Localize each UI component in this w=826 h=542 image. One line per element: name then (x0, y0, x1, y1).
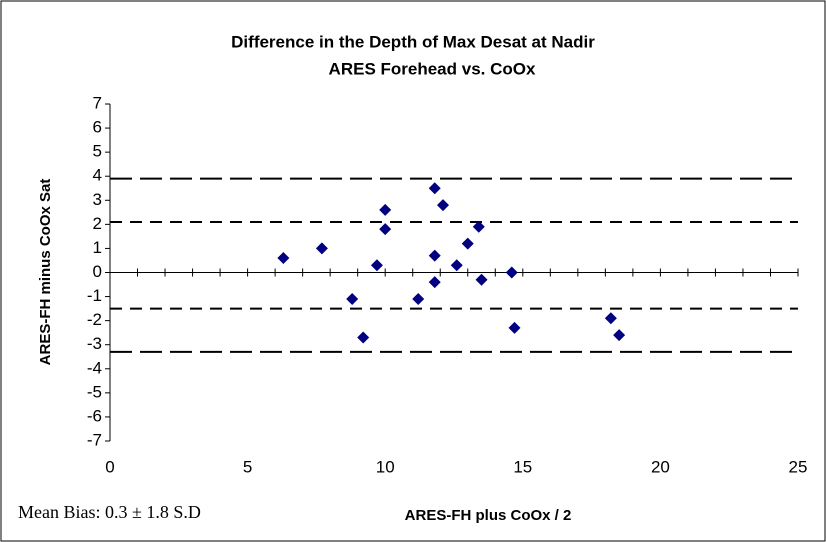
y-tick-label: -7 (87, 430, 102, 449)
x-tick-label: 10 (376, 457, 395, 476)
chart-title: Difference in the Depth of Max Desat at … (231, 32, 595, 51)
y-tick-label: 7 (93, 93, 102, 112)
data-point (357, 331, 370, 344)
y-tick-label: -3 (87, 334, 102, 353)
data-point (475, 273, 488, 286)
x-tick-label: 0 (105, 457, 114, 476)
y-tick-label: -6 (87, 406, 102, 425)
data-point (604, 312, 617, 325)
data-point (436, 199, 449, 212)
y-tick-label: 4 (93, 166, 102, 185)
data-point (346, 292, 359, 305)
data-point (508, 321, 521, 334)
y-tick-label: -4 (87, 358, 102, 377)
y-tick-label: 0 (93, 262, 102, 281)
chart-subtitle: ARES Forehead vs. CoOx (329, 59, 536, 78)
data-point (613, 329, 626, 342)
data-point (450, 259, 463, 272)
data-point (505, 266, 518, 279)
x-tick-label: 25 (789, 457, 808, 476)
y-tick-label: 6 (93, 118, 102, 137)
data-point (472, 220, 485, 233)
x-tick-label: 5 (243, 457, 252, 476)
y-tick-label: -5 (87, 382, 102, 401)
data-point (428, 249, 441, 262)
annotation: Mean Bias: 0.3 ± 1.8 S.D (18, 502, 201, 522)
data-point (370, 259, 383, 272)
data-point (315, 242, 328, 255)
data-point (379, 223, 392, 236)
data-point (277, 252, 290, 265)
x-axis-label: ARES-FH plus CoOx / 2 (405, 507, 572, 524)
data-point (461, 237, 474, 250)
x-tick-label: 20 (651, 457, 670, 476)
data-point (412, 292, 425, 305)
y-axis-label: ARES-FH minus CoOx Sat (37, 179, 54, 366)
data-point (379, 203, 392, 216)
y-tick-label: -1 (87, 286, 102, 305)
y-tick-label: -2 (87, 310, 102, 329)
y-tick-label: 5 (93, 142, 102, 161)
x-tick-label: 15 (513, 457, 532, 476)
y-tick-label: 2 (93, 214, 102, 233)
data-point (428, 182, 441, 195)
y-tick-label: 3 (93, 190, 102, 209)
y-tick-label: 1 (93, 238, 102, 257)
data-point (428, 276, 441, 289)
